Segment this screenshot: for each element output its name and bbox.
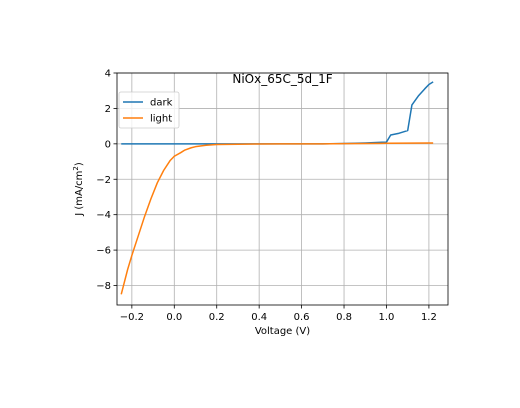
y-tick-label: −6 [96,246,111,257]
x-tick-label: 0.8 [336,312,352,323]
data-series [120,81,434,295]
axis-ticks: −0.2 0.0 0.2 0.4 0.6 0.8 1.0 1.2 4 2 0 −2 −4 −6 −8 [96,69,437,324]
x-tick-label: 0.4 [251,312,267,323]
y-tick-label: −4 [96,210,111,221]
x-tick-label: 0.2 [209,312,225,323]
x-tick-label: −0.2 [120,312,144,323]
chart-title: NiOx_65C_5d_1F [232,72,332,86]
y-tick-label: 0 [105,139,111,150]
x-tick-label: 0.6 [294,312,310,323]
legend-label-dark: dark [150,98,173,109]
legend-label-light: light [150,114,172,125]
y-tick-label: −2 [96,175,111,186]
y-tick-label: −8 [96,281,111,292]
x-tick-label: 1.2 [421,312,437,323]
series-line-light [120,142,434,295]
x-axis-label: Voltage (V) [255,326,310,337]
plot-area-frame [116,72,449,306]
legend: dark light [118,91,180,129]
x-tick-label: 0.0 [166,312,182,323]
y-axis-label: J (mA/cm2) [72,162,85,217]
y-tick-label: 4 [105,69,111,80]
legend-box [118,91,180,129]
y-tick-label: 2 [105,104,111,115]
x-tick-label: 1.0 [379,312,395,323]
